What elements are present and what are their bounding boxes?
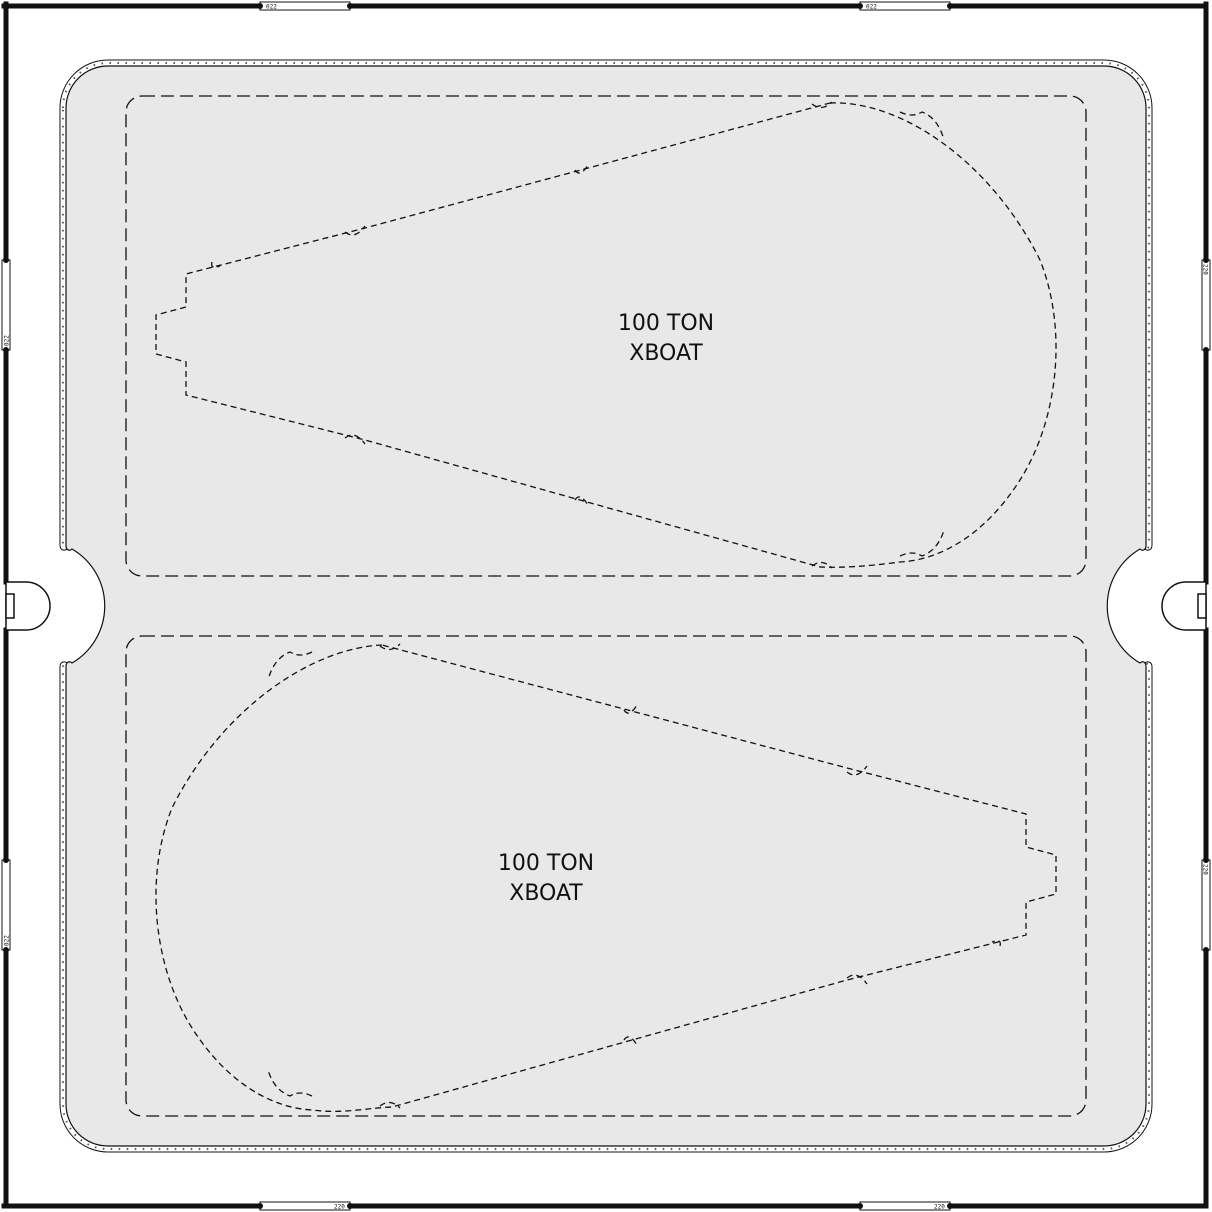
bay-label-lower-line1: 100 TON [498, 851, 594, 876]
door-code: 220 [1202, 864, 1209, 875]
door-left-upper: 022 [1, 257, 11, 353]
door-bottom-right: 220 [857, 1201, 953, 1211]
deck-platform [65, 65, 1147, 1147]
door-right-upper: 220 [1201, 257, 1211, 353]
door-code: 022 [4, 935, 11, 946]
bay-label-upper-line2: XBOAT [629, 341, 703, 366]
door-code: 220 [334, 1204, 345, 1211]
door-top-right: 022 [857, 1, 953, 11]
bay-boundary-upper [125, 95, 1087, 577]
door-left-lower: 022 [1, 857, 11, 953]
door-code: 022 [4, 335, 11, 346]
door-code: 022 [266, 4, 277, 11]
bay-boundary-lower [125, 635, 1087, 1117]
door-bottom-left: 220 [257, 1201, 353, 1211]
door-top-left: 022 [257, 1, 353, 11]
door-code: 220 [934, 1204, 945, 1211]
ship-outline-lower: 100 TON XBOAT [155, 643, 1057, 1112]
side-hatch-left [5, 581, 51, 631]
side-hatch-right [1161, 581, 1207, 631]
door-code: 022 [866, 4, 877, 11]
bay-label-lower-line2: XBOAT [509, 881, 583, 906]
ship-outline-upper: 100 TON XBOAT [155, 101, 1057, 569]
door-code: 220 [1202, 264, 1209, 275]
door-right-lower: 220 [1201, 857, 1211, 953]
bay-label-upper-line1: 100 TON [618, 311, 714, 336]
